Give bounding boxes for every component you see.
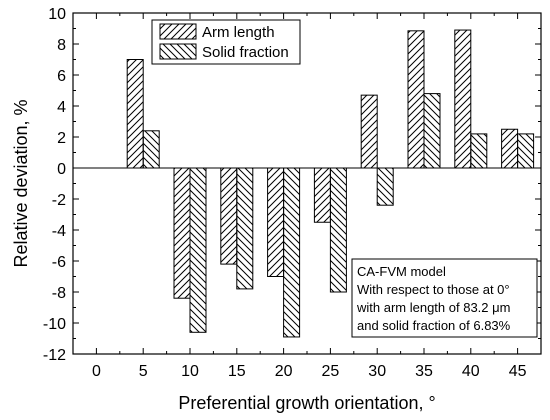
annotation-box: CA-FVM model With respect to those at 0° w… bbox=[351, 258, 538, 338]
x-tick-label: 15 bbox=[228, 363, 246, 380]
annotation-line: CA-FVM model bbox=[357, 264, 446, 279]
x-tick-label: 20 bbox=[275, 363, 293, 380]
x-tick-label: 40 bbox=[462, 363, 480, 380]
annotation-line: With respect to those at 0° bbox=[357, 282, 510, 297]
bar-solid-fraction-10 bbox=[189, 167, 207, 333]
bars-layer bbox=[126, 29, 535, 338]
plot-frame bbox=[72, 12, 542, 355]
y-tick-label: -12 bbox=[43, 347, 66, 364]
y-tick-label: 4 bbox=[57, 99, 66, 116]
bar-solid-fraction-40 bbox=[470, 133, 488, 169]
legend-swatch bbox=[159, 43, 197, 60]
bar-solid-fraction-15 bbox=[236, 167, 254, 290]
legend-swatch bbox=[159, 23, 197, 40]
x-tick-label: 35 bbox=[415, 363, 433, 380]
y-tick-label: 8 bbox=[57, 37, 66, 54]
bar-solid-fraction-25 bbox=[329, 167, 347, 293]
bar-arm-length-20 bbox=[267, 167, 285, 277]
bar-solid-fraction-45 bbox=[517, 133, 535, 169]
x-axis-title: Preferential growth orientation, ° bbox=[178, 393, 435, 413]
bar-arm-length-35 bbox=[407, 30, 425, 169]
y-tick-label: -10 bbox=[43, 316, 66, 333]
bar-arm-length-5 bbox=[126, 59, 144, 169]
annotation-line: with arm length of 83.2 μm bbox=[356, 300, 510, 315]
legend: Arm length Solid fraction bbox=[151, 19, 301, 65]
y-tick-label: -4 bbox=[52, 223, 66, 240]
annotation-frame bbox=[351, 258, 538, 338]
bar-solid-fraction-5 bbox=[142, 130, 160, 169]
y-axis-title: Relative deviation, % bbox=[11, 99, 31, 267]
bar-arm-length-30 bbox=[360, 94, 378, 169]
x-tick-label: 30 bbox=[368, 363, 386, 380]
x-tick-label: 10 bbox=[181, 363, 199, 380]
bar-arm-length-45 bbox=[501, 128, 519, 169]
bar-arm-length-10 bbox=[173, 167, 191, 299]
y-tick-label: 6 bbox=[57, 68, 66, 85]
bar-arm-length-15 bbox=[220, 167, 238, 265]
bar-solid-fraction-30 bbox=[376, 167, 394, 206]
bar-arm-length-40 bbox=[454, 29, 472, 169]
x-tick-label: 0 bbox=[92, 363, 101, 380]
y-tick-label: 0 bbox=[57, 161, 66, 178]
ticks-layer: 0 5 10 15 20 25 30 35 40 45 -12 -10 -8 -6 -4 -2 0 2 4 6 8 10 bbox=[43, 6, 541, 380]
y-tick-label: -6 bbox=[52, 254, 66, 271]
x-tick-label: 45 bbox=[509, 363, 527, 380]
y-tick-label: -2 bbox=[52, 192, 66, 209]
bar-arm-length-25 bbox=[313, 167, 331, 223]
x-tick-label: 25 bbox=[322, 363, 340, 380]
annotation-line: and solid fraction of 6.83% bbox=[357, 318, 511, 333]
legend-label: Solid fraction bbox=[202, 44, 289, 61]
bar-solid-fraction-20 bbox=[283, 167, 301, 338]
y-tick-label: 2 bbox=[57, 130, 66, 147]
x-tick-label: 5 bbox=[139, 363, 148, 380]
y-tick-label: -8 bbox=[52, 285, 66, 302]
y-tick-label: 10 bbox=[48, 6, 66, 23]
bar-solid-fraction-35 bbox=[423, 93, 441, 169]
legend-label: Arm length bbox=[202, 24, 275, 41]
